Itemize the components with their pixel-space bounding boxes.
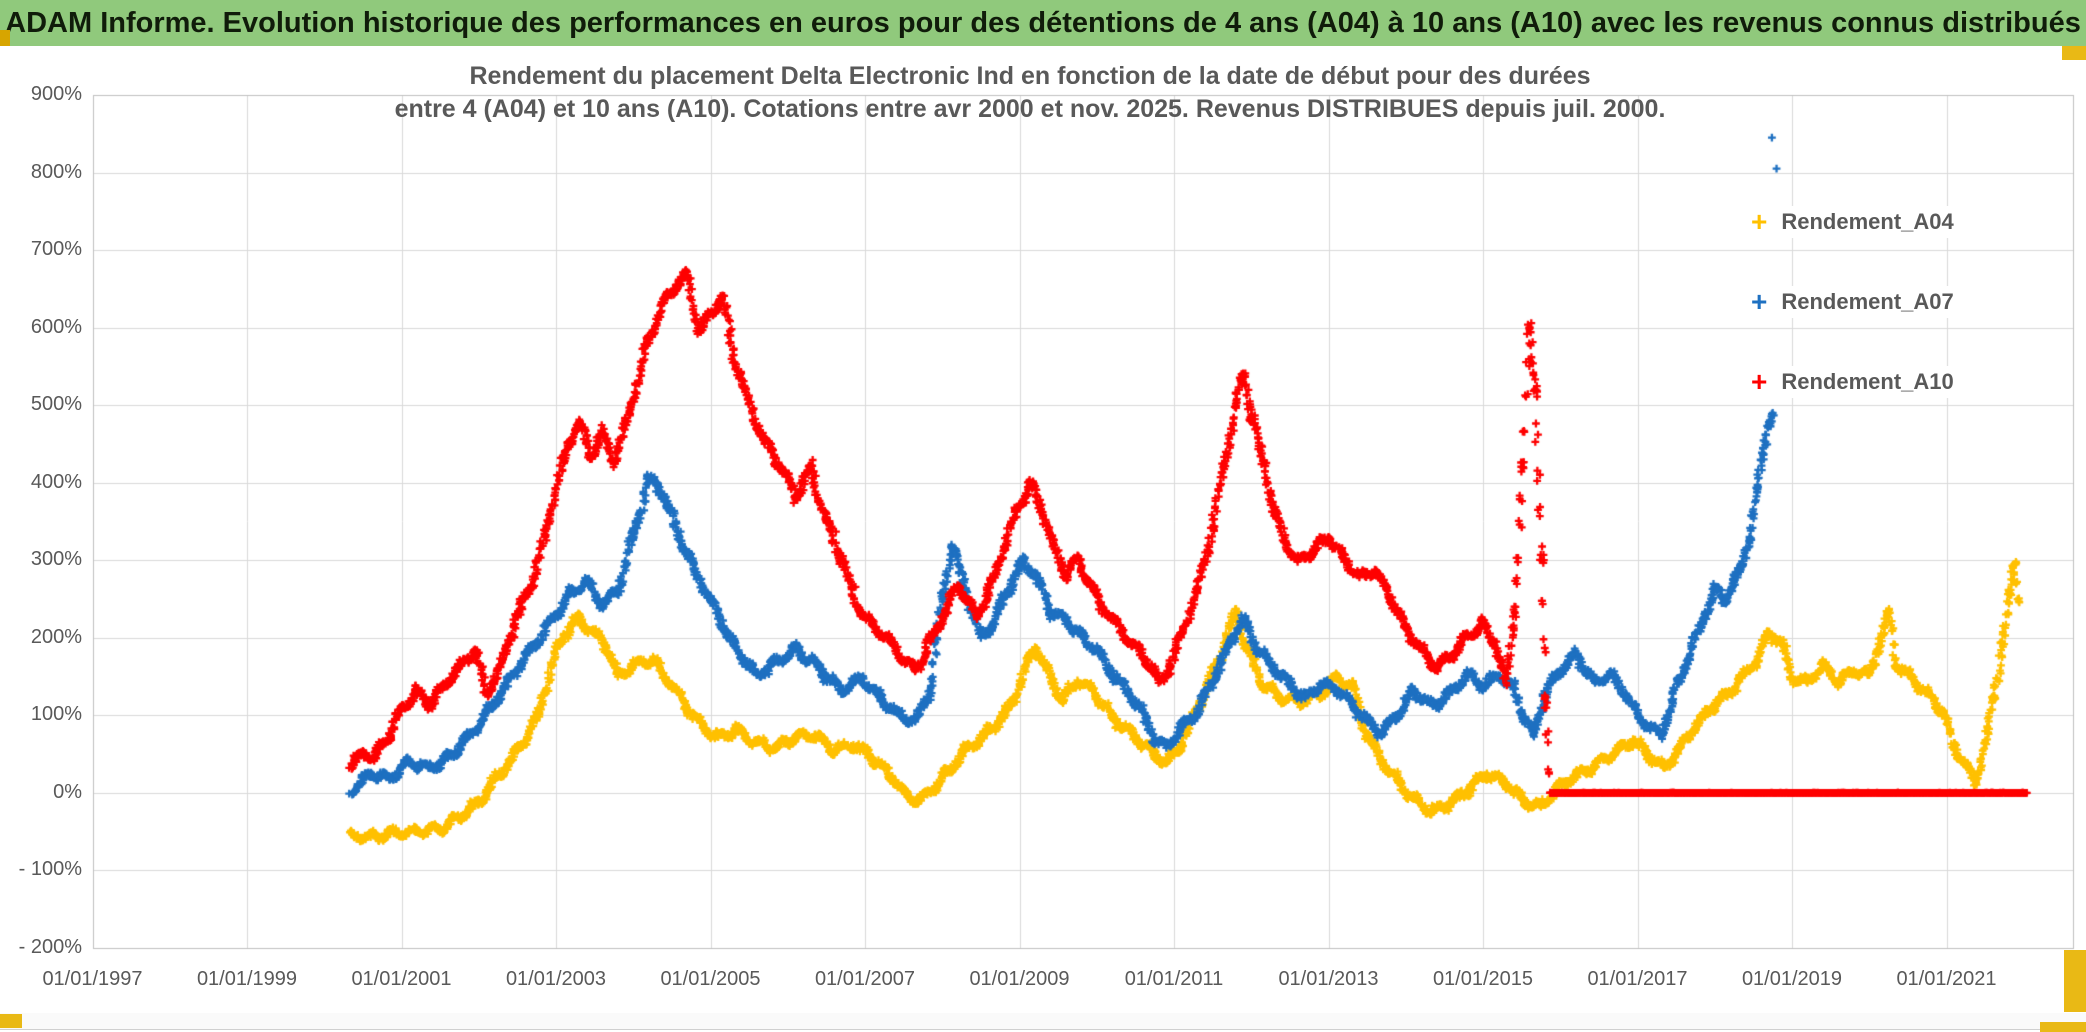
y-tick-label: 400% — [30, 470, 82, 493]
y-tick-label: 100% — [30, 703, 82, 726]
y-tick-label: 0% — [53, 780, 82, 803]
x-tick-label: 01/01/2013 — [1278, 968, 1379, 990]
x-tick-label: 01/01/2021 — [1896, 968, 1997, 990]
x-tick-label: 01/01/2011 — [1124, 968, 1224, 990]
legend-label: Rendement_A07 — [1781, 289, 1954, 314]
x-tick-label: 01/01/1999 — [196, 968, 298, 990]
x-tick-label: 01/01/2009 — [969, 968, 1070, 990]
legend-label: Rendement_A10 — [1781, 369, 1954, 394]
legend-plus-marker-icon: + — [1751, 206, 1768, 237]
y-tick-label: 900% — [30, 83, 82, 105]
x-tick-label: 01/01/2001 — [351, 968, 452, 990]
legend-item-Rendement_A07[interactable]: + Rendement_A07 — [1745, 286, 1966, 318]
y-tick-label: 800% — [30, 160, 82, 183]
chart-title-line2: entre 4 (A04) et 10 ans (A10). Cotations… — [394, 95, 1666, 123]
legend-item-Rendement_A10[interactable]: + Rendement_A10 — [1745, 366, 1966, 398]
x-tick-label: 01/01/2003 — [505, 968, 607, 990]
legend-item-Rendement_A04[interactable]: + Rendement_A04 — [1745, 206, 1966, 238]
x-tick-label: 01/01/2017 — [1587, 968, 1688, 990]
chart-title-line1: Rendement du placement Delta Electronic … — [469, 62, 1591, 90]
y-tick-label: - 200% — [18, 936, 82, 958]
legend-label: Rendement_A04 — [1781, 209, 1954, 234]
chart-title: Rendement du placement Delta Electronic … — [330, 60, 1730, 126]
x-tick-label: 01/01/2019 — [1741, 968, 1843, 990]
y-tick-label: 300% — [30, 548, 82, 571]
y-tick-label: - 100% — [18, 858, 82, 881]
legend-plus-marker-icon: + — [1751, 366, 1768, 397]
x-tick-label: 01/01/2007 — [814, 968, 916, 990]
x-tick-label: 01/01/1997 — [42, 968, 143, 990]
y-tick-label: 500% — [30, 393, 82, 416]
y-tick-label: 200% — [30, 625, 82, 648]
x-tick-label: 01/01/2005 — [660, 968, 761, 990]
x-tick-label: 01/01/2015 — [1432, 968, 1534, 990]
y-tick-label: 700% — [30, 238, 82, 261]
legend-plus-marker-icon: + — [1751, 286, 1768, 317]
y-tick-label: 600% — [30, 315, 82, 338]
